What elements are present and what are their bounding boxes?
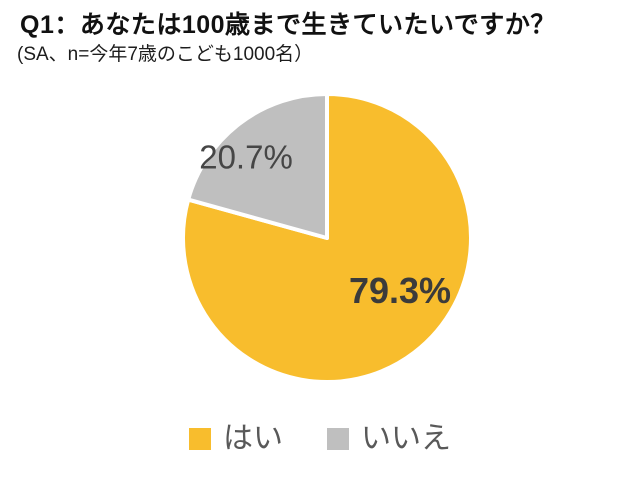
pie-slice-1 <box>186 92 329 240</box>
legend-item-no: いいえ <box>327 424 451 454</box>
pie-slice-label-no: 20.7% <box>199 138 293 176</box>
legend-swatch-no-icon <box>327 428 349 450</box>
legend-label-no: いいえ <box>361 422 451 455</box>
chart-legend: はい いいえ <box>0 424 640 454</box>
legend-label-yes: はい <box>223 422 283 455</box>
chart-title: Q1：あなたは100歳まで生きていたいですか？ <box>20 11 556 39</box>
legend-item-yes: はい <box>189 424 283 454</box>
chart-subtitle: (SA、n=今年7歳のこども1000名） <box>17 44 314 65</box>
pie-slice-label-yes: 79.3% <box>348 270 452 311</box>
legend-swatch-yes-icon <box>189 428 211 450</box>
pie-slice-0 <box>181 92 473 384</box>
